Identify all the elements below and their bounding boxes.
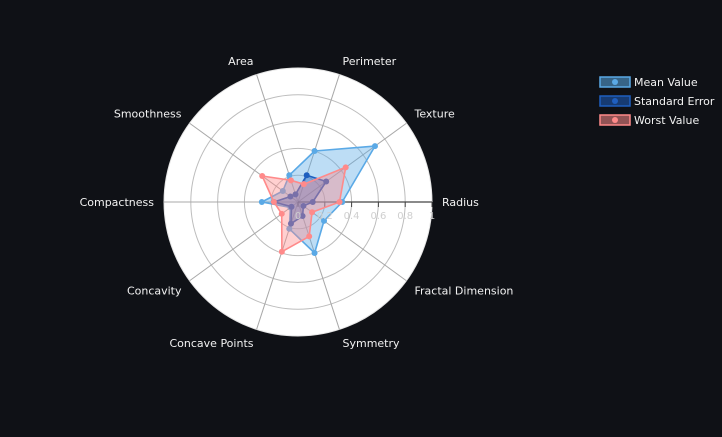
series-0-point-3 — [286, 172, 293, 179]
series-1-point-6 — [288, 203, 295, 210]
radial-tick-label-5: 1 — [429, 211, 435, 222]
axis-label-7: Concave Points — [170, 337, 254, 350]
legend-marker-0 — [612, 79, 618, 85]
series-2-point-3 — [287, 177, 294, 184]
legend-marker-1 — [612, 98, 618, 104]
legend-label-1: Standard Error — [634, 95, 715, 108]
series-2-point-7 — [278, 248, 285, 255]
axis-label-5: Compactness — [80, 196, 155, 209]
legend-label-2: Worst Value — [634, 114, 699, 127]
axis-label-8: Symmetry — [342, 337, 400, 350]
legend: Mean Value Standard Error Worst Value — [599, 76, 715, 127]
series-layer — [258, 143, 378, 256]
axis-label-3: Area — [228, 55, 253, 68]
series-2-point-4 — [259, 173, 266, 180]
series-1-point-1 — [323, 178, 330, 185]
legend-item-1[interactable]: Standard Error — [599, 95, 715, 108]
series-1-point-7 — [287, 220, 294, 227]
series-0-point-5 — [258, 199, 265, 205]
radial-tick-labels: 0 0.2 0.4 0.6 0.8 1 — [295, 211, 435, 222]
series-1-point-2 — [303, 172, 310, 179]
series-0-point-8 — [311, 249, 318, 256]
axis-label-0: Radius — [442, 196, 479, 209]
axis-label-1: Texture — [413, 107, 454, 120]
radial-tick-label-1: 0.2 — [317, 211, 333, 222]
series-2-point-1 — [342, 164, 349, 171]
axis-label-6: Concavity — [127, 285, 182, 298]
series-1-point-4 — [287, 193, 294, 200]
series-2-point-6 — [278, 210, 285, 217]
angular-gridline-1 — [297, 122, 407, 203]
series-2-point-2 — [300, 181, 307, 188]
legend-item-0[interactable]: Mean Value — [599, 76, 698, 89]
series-1-point-3 — [292, 191, 299, 198]
angular-gridline-8 — [297, 201, 340, 330]
angular-gridline-9 — [297, 201, 407, 282]
series-1-point-9 — [300, 202, 307, 209]
series-2-point-5 — [270, 199, 277, 205]
series-2-point-8 — [306, 233, 313, 240]
series-2-point-9 — [309, 209, 316, 216]
series-2-point-0 — [336, 199, 343, 205]
series-1-point-8 — [299, 213, 306, 220]
axis-label-2: Perimeter — [342, 55, 396, 68]
series-0-point-2 — [311, 148, 318, 155]
series-0-point-1 — [371, 143, 378, 150]
series-0-point-4 — [279, 187, 286, 194]
series-2 — [259, 164, 349, 255]
angular-axis-labels: Radius Texture Perimeter Area Smoothness Comp… — [80, 55, 514, 350]
legend-marker-2 — [612, 117, 618, 123]
series-1-point-0 — [309, 199, 316, 205]
axis-label-9: Fractal Dimension — [414, 285, 513, 298]
radial-tick-label-3: 0.6 — [370, 211, 386, 222]
legend-label-0: Mean Value — [634, 76, 698, 89]
radial-tick-label-0: 0 — [295, 211, 301, 222]
radial-tick-label-4: 0.8 — [397, 211, 413, 222]
series-0-point-7 — [286, 225, 293, 232]
series-0-point-9 — [321, 217, 328, 224]
radial-tick-label-2: 0.4 — [344, 211, 360, 222]
angular-gridline-4 — [189, 122, 299, 203]
angular-gridline-2 — [297, 74, 340, 203]
legend-item-2[interactable]: Worst Value — [599, 114, 699, 127]
polar-background — [163, 67, 433, 337]
axis-label-4: Smoothness — [114, 107, 182, 120]
